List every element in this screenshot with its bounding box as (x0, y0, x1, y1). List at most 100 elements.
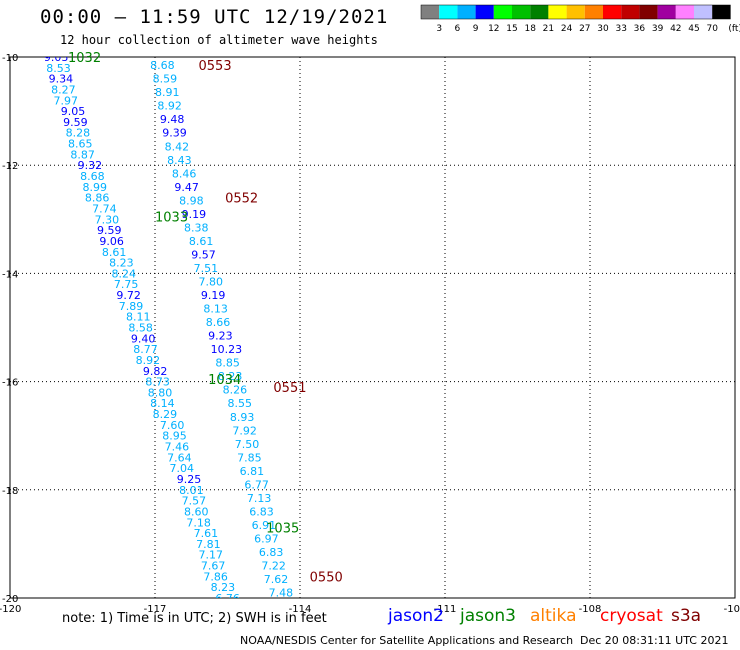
swh-value: 8.92 (157, 100, 182, 113)
x-tick-label: -108 (579, 604, 602, 615)
swh-value: 8.55 (228, 397, 253, 410)
swh-value: 8.13 (203, 303, 228, 316)
swh-value: 9.59 (97, 224, 122, 237)
x-tick-label: -111 (434, 604, 457, 615)
scale-swatch (439, 5, 458, 19)
scale-swatch (603, 5, 622, 19)
scale-unit: (ft) (728, 24, 740, 34)
pass-time-label: 0552 (225, 192, 258, 207)
swh-value: 8.92 (136, 354, 161, 367)
swh-value: 7.51 (194, 262, 219, 275)
swh-value: 8.93 (230, 411, 255, 424)
legend-jason2: jason2 (388, 606, 444, 626)
swh-value: 7.17 (199, 549, 224, 562)
swh-value: 8.43 (167, 154, 192, 167)
swh-value: 7.22 (261, 560, 286, 573)
scale-swatch (712, 5, 731, 19)
scale-label: 39 (652, 24, 664, 34)
scale-label: 6 (455, 24, 461, 34)
swh-value: 9.05 (61, 105, 86, 118)
swh-value: 8.59 (153, 73, 178, 86)
swh-value: 7.75 (114, 278, 138, 291)
swh-value: 9.19 (201, 289, 226, 302)
swh-value: 9.23 (208, 330, 233, 343)
swh-value: 7.57 (182, 495, 207, 508)
scale-label: 70 (706, 24, 718, 34)
swh-value: 7.62 (264, 573, 289, 586)
scale-label: 12 (488, 24, 499, 34)
swh-value: 8.61 (102, 246, 127, 259)
scale-swatch (548, 5, 567, 19)
swh-value: 9.82 (143, 365, 168, 378)
swh-value: 6.76 (215, 592, 240, 605)
scale-label: 27 (579, 24, 590, 34)
scale-label: 30 (597, 24, 609, 34)
swh-value: 9.34 (49, 73, 74, 86)
swh-value: 8.66 (206, 316, 231, 329)
swh-value: 7.60 (160, 419, 185, 432)
swh-value: 8.11 (126, 311, 151, 324)
scale-label: 3 (436, 24, 442, 34)
scale-label: 9 (473, 24, 479, 34)
pass-time-label: 1034 (208, 373, 241, 388)
pass-time-label: 1033 (155, 211, 188, 226)
footer-timestamp: Dec 20 08:31:11 UTC 2021 (580, 634, 729, 647)
scale-swatch (512, 5, 531, 19)
swh-value: 9.40 (131, 332, 156, 345)
plot-frame (9, 56, 736, 599)
swh-value: 9.25 (177, 473, 202, 486)
swh-value: 7.30 (95, 213, 120, 226)
swh-value: 9.03 (44, 51, 68, 64)
swh-value: 8.23 (211, 581, 236, 594)
swh-value: 7.92 (232, 424, 256, 437)
page-subtitle: 12 hour collection of altimeter wave hei… (60, 33, 378, 47)
swh-value: 8.87 (70, 148, 95, 161)
pass-time-label: 0550 (310, 570, 343, 585)
legend-altika: altika (530, 606, 577, 626)
swh-value: 6.83 (259, 546, 284, 559)
footer-credit: NOAA/NESDIS Center for Satellite Applica… (240, 634, 574, 647)
scale-label: 42 (670, 24, 681, 34)
x-tick-label: -117 (144, 604, 167, 615)
swh-value: 7.50 (235, 438, 260, 451)
swh-value: 10.23 (211, 343, 243, 356)
swh-value: 8.58 (128, 322, 153, 335)
scale-swatch (457, 5, 476, 19)
swh-value: 8.73 (145, 376, 170, 389)
scale-label: 15 (506, 24, 517, 34)
swh-value: 6.97 (254, 532, 278, 545)
x-tick-label: -120 (0, 604, 21, 615)
scale-label: 24 (561, 24, 573, 34)
scale-swatch (639, 5, 658, 19)
scale-label: 36 (634, 24, 646, 34)
scale-label: 21 (543, 24, 554, 34)
swh-value: 8.61 (189, 235, 214, 248)
swh-value: 7.81 (196, 538, 221, 551)
x-tick-label: -114 (289, 604, 312, 615)
swh-value: 8.46 (172, 167, 197, 180)
swh-value: 8.80 (148, 386, 173, 399)
x-tick-label: -105 (724, 604, 740, 615)
scale-swatch (657, 5, 676, 19)
swh-value: 8.27 (51, 83, 75, 96)
swh-value: 7.13 (247, 492, 271, 505)
scale-frame (420, 4, 731, 20)
swh-value: 7.61 (194, 527, 219, 540)
swh-value: 7.80 (199, 276, 224, 289)
pass-time-label: 0551 (273, 381, 306, 396)
scale-label: 18 (524, 24, 536, 34)
y-tick-label: -20 (2, 594, 18, 605)
swh-value: 9.59 (63, 116, 88, 129)
swh-value: 7.04 (170, 462, 195, 475)
swh-value: 8.65 (68, 138, 93, 151)
swh-value: 9.57 (191, 248, 216, 261)
swh-value: 8.95 (162, 430, 187, 443)
scale-swatch (694, 5, 713, 19)
swh-value: 9.47 (174, 181, 199, 194)
swh-value: 8.98 (179, 194, 204, 207)
swh-value: 8.53 (46, 62, 71, 75)
swh-value: 7.18 (186, 516, 211, 529)
swh-value: 8.28 (66, 127, 91, 140)
swh-value: 8.68 (150, 59, 175, 72)
